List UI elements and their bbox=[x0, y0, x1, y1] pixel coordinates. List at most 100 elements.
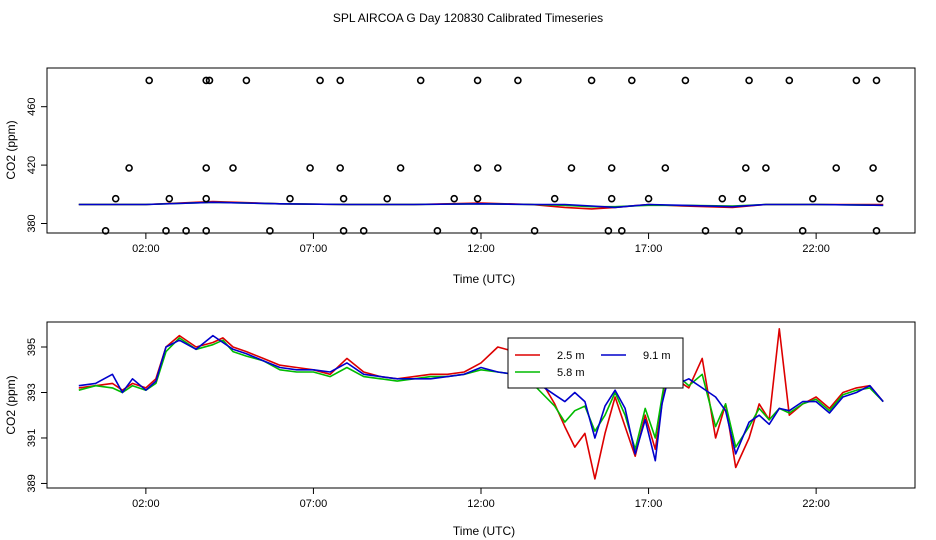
top-scatter-point bbox=[567, 164, 576, 172]
top-scatter-point bbox=[617, 227, 626, 235]
top-scatter-point bbox=[852, 76, 861, 85]
top-x-axis-label: Time (UTC) bbox=[453, 272, 515, 286]
top-scatter-point bbox=[627, 76, 636, 85]
top-plot-frame bbox=[46, 67, 916, 234]
top-scatter-point bbox=[242, 76, 251, 85]
top-scatter-point bbox=[514, 76, 522, 85]
top-scatter-point bbox=[396, 164, 405, 172]
top-scatter-point bbox=[738, 194, 747, 203]
legend-label-5.8m: 5.8 m bbox=[557, 367, 585, 379]
bottom-series-line-5.8m bbox=[78, 337, 884, 451]
top-scatter-point bbox=[111, 194, 120, 203]
top-y-tick-label: 380 bbox=[26, 214, 38, 232]
top-scatter-point bbox=[872, 227, 881, 235]
legend-box bbox=[507, 337, 684, 389]
top-scatter-point bbox=[798, 227, 807, 235]
top-scatter-point bbox=[336, 76, 345, 85]
top-scatter-point bbox=[785, 76, 794, 85]
top-scatter-point bbox=[745, 76, 753, 85]
top-scatter-point bbox=[607, 194, 616, 203]
top-scatter-point bbox=[336, 164, 345, 172]
top-scatter-point bbox=[681, 76, 690, 85]
top-scatter-point bbox=[832, 164, 841, 172]
top-scatter-point bbox=[530, 227, 539, 235]
bottom-y-tick-label: 391 bbox=[26, 429, 38, 447]
bottom-x-tick-label: 07:00 bbox=[300, 498, 328, 510]
top-scatter-point bbox=[339, 227, 348, 235]
top-scatter-point bbox=[433, 227, 442, 235]
top-scatter-point bbox=[229, 164, 237, 172]
top-series-line-9.1m bbox=[78, 201, 884, 209]
bottom-y-tick-label: 389 bbox=[26, 474, 38, 492]
top-scatter-point bbox=[162, 227, 170, 235]
top-series-group bbox=[78, 200, 884, 210]
top-scatter-point bbox=[762, 164, 770, 172]
top-x-tick-label: 07:00 bbox=[300, 243, 328, 255]
top-scatter-point bbox=[359, 227, 368, 235]
top-x-axis: 02:00 07:00 12:00 17:00 22:00 bbox=[132, 233, 830, 255]
bottom-y-tick-label: 393 bbox=[26, 383, 38, 401]
bottom-panel: 02:00 07:00 12:00 17:00 22:00 389 391 393 395 T… bbox=[4, 321, 916, 538]
top-scatter-point bbox=[266, 227, 274, 235]
top-scatter-point bbox=[202, 227, 210, 235]
top-y-axis: 380 420 460 bbox=[26, 98, 47, 233]
top-scatter-point bbox=[550, 194, 559, 203]
top-scatter-point bbox=[470, 227, 479, 235]
bottom-series-line-2.5m bbox=[78, 327, 884, 480]
top-scatter-point bbox=[101, 227, 110, 235]
top-scatter-point bbox=[383, 194, 392, 203]
top-y-tick-label: 460 bbox=[26, 98, 38, 116]
top-scatter-point bbox=[473, 194, 482, 203]
top-scatter-point bbox=[741, 164, 750, 172]
top-scatter-point bbox=[339, 194, 348, 203]
top-scatter-point bbox=[473, 164, 482, 172]
top-scatter-point bbox=[872, 76, 881, 85]
bottom-series-line-9.1m bbox=[78, 334, 884, 462]
top-scatter-point bbox=[316, 76, 324, 85]
bottom-x-tick-label: 02:00 bbox=[132, 498, 160, 510]
chart-title: SPL AIRCOA G Day 120830 Calibrated Times… bbox=[333, 11, 603, 25]
top-scatter-point bbox=[202, 164, 210, 172]
top-y-tick-label: 420 bbox=[26, 156, 38, 174]
bottom-y-axis-label: CO2 (ppm) bbox=[4, 375, 18, 434]
top-y-axis-label: CO2 (ppm) bbox=[4, 120, 18, 179]
top-scatter-point bbox=[701, 227, 710, 235]
top-scatter-point bbox=[125, 164, 133, 172]
bottom-x-tick-label: 22:00 bbox=[802, 498, 830, 510]
top-scatter-point bbox=[735, 227, 743, 235]
top-x-tick-label: 17:00 bbox=[635, 243, 663, 255]
top-scatter-point bbox=[808, 194, 817, 203]
top-scatter-point bbox=[875, 194, 884, 203]
legend-label-2.5m: 2.5 m bbox=[557, 350, 585, 362]
top-scatter-point bbox=[182, 227, 190, 235]
top-x-tick-label: 22:00 bbox=[802, 243, 830, 255]
top-x-tick-label: 12:00 bbox=[467, 243, 495, 255]
top-scatter-point bbox=[165, 194, 174, 203]
top-x-tick-label: 02:00 bbox=[132, 243, 160, 255]
top-scatter-point bbox=[869, 164, 877, 172]
top-scatter-point bbox=[473, 76, 482, 85]
top-scatter-point bbox=[587, 76, 596, 85]
top-scatter-point bbox=[493, 164, 502, 172]
legend-label-9.1m: 9.1 m bbox=[643, 350, 671, 362]
bottom-y-axis: 389 391 393 395 bbox=[26, 338, 47, 493]
bottom-plot-frame bbox=[46, 321, 916, 489]
top-scatter-point bbox=[450, 194, 459, 203]
bottom-x-axis-label: Time (UTC) bbox=[453, 524, 515, 538]
bottom-x-tick-label: 17:00 bbox=[635, 498, 663, 510]
top-points-group bbox=[101, 76, 884, 235]
bottom-x-tick-label: 12:00 bbox=[467, 498, 495, 510]
top-scatter-point bbox=[205, 76, 214, 85]
top-scatter-point bbox=[644, 194, 653, 203]
top-scatter-point bbox=[718, 194, 727, 203]
top-panel: 02:00 07:00 12:00 17:00 22:00 380 420 460 Time… bbox=[4, 67, 916, 286]
bottom-x-axis: 02:00 07:00 12:00 17:00 22:00 bbox=[132, 488, 830, 510]
top-scatter-point bbox=[145, 76, 153, 85]
top-scatter-point bbox=[604, 227, 613, 235]
bottom-series-group bbox=[78, 327, 884, 480]
top-scatter-point bbox=[202, 76, 210, 85]
top-scatter-point bbox=[661, 164, 670, 172]
top-scatter-point bbox=[202, 194, 210, 203]
top-scatter-point bbox=[286, 194, 294, 203]
